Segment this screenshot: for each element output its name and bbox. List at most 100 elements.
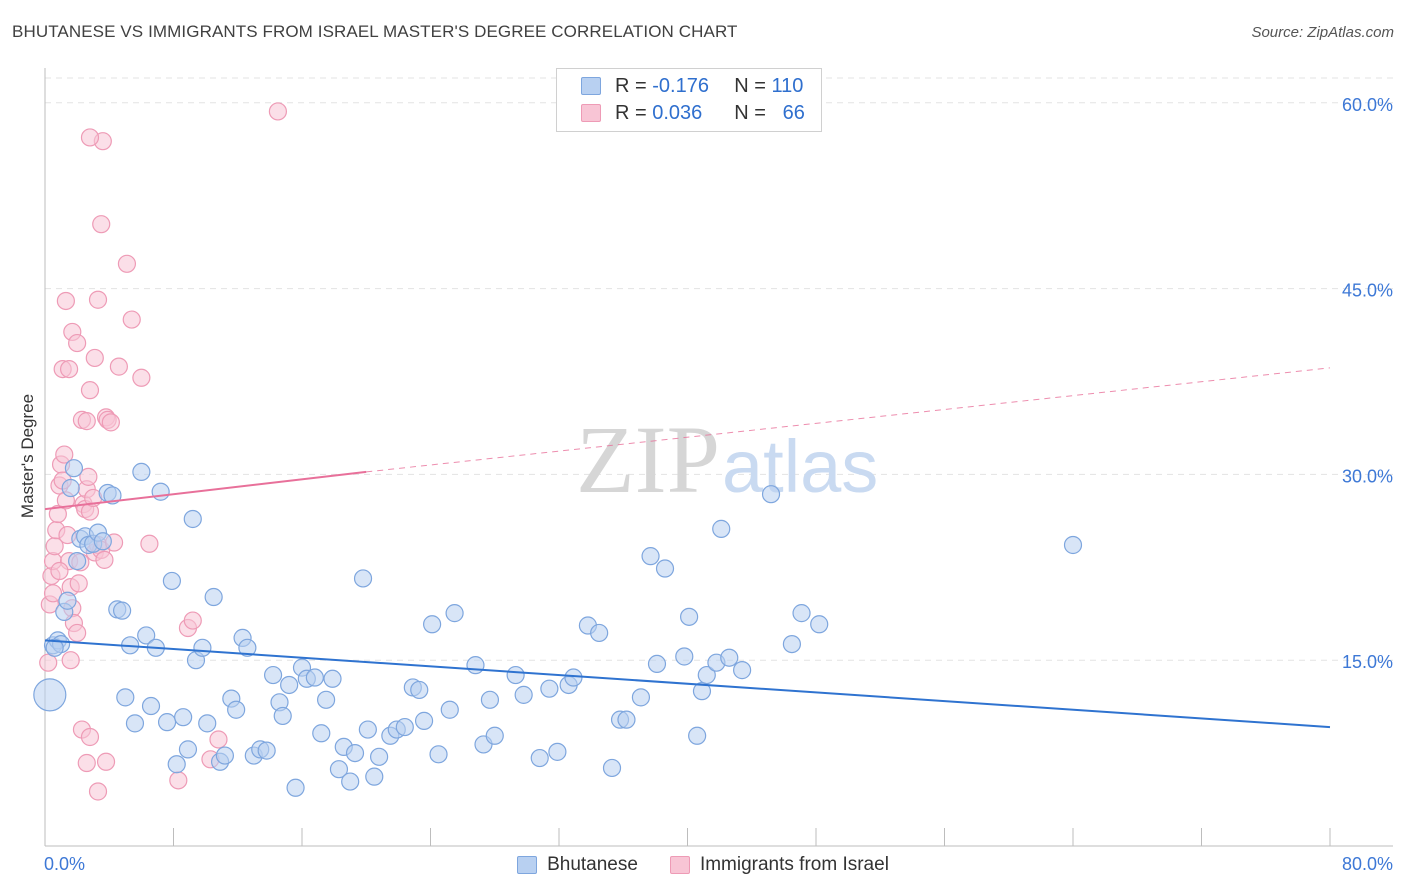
r-value: -0.176 [652,74,709,97]
israel-point [85,348,104,368]
israel-point [68,623,87,643]
bhutanese-point [720,648,739,667]
bhutanese-point [132,462,151,482]
chart-title: BHUTANESE VS IMMIGRANTS FROM ISRAEL MAST… [12,22,738,41]
bhutanese-point [312,724,331,743]
legend-label-israel: Immigrants from Israel [699,854,889,875]
bhutanese-point [280,675,299,695]
israel-point [50,561,69,581]
r-label: R = [615,74,647,97]
bhutanese-point [590,623,609,643]
y-tick-label: 15.0% [1342,652,1393,672]
bhutanese-swatch [581,77,601,95]
watermark-zip: ZIP [576,406,720,513]
bhutanese-point [141,696,161,716]
bhutanese-point [125,714,145,733]
correlation-legend: R = -0.176 N = 110 R = 0.036 N = 66 [556,68,822,132]
bhutanese-point [466,656,485,675]
israel-point [109,357,128,376]
bhutanese-point [68,551,87,571]
bhutanese-point [414,711,434,730]
legend-row-bhutanese: R = -0.176 N = 110 [581,73,803,99]
legend-label-bhutanese: Bhutanese [547,854,638,875]
israel-point [61,651,80,670]
bhutanese-point [329,760,349,779]
israel-point [101,413,120,432]
bhutanese-point [564,668,583,687]
bhutanese-point [178,740,198,759]
bhutanese-point [445,604,464,623]
israel-point [77,753,96,773]
bhutanese-point [675,647,694,666]
bhutanese-point [530,748,549,768]
legend-item-israel[interactable]: Immigrants from Israel [669,854,889,876]
bhutanese-point [227,700,246,719]
legend-item-bhutanese[interactable]: Bhutanese [517,854,638,876]
bhutanese-trend-line [44,639,1331,729]
bhutanese-point [647,654,667,674]
israel-point [140,534,159,553]
n-label: N = [734,74,766,97]
israel-point [209,730,228,749]
bhutanese-point [440,700,459,719]
bhutanese-point [286,778,305,797]
bhutanese-point [305,668,324,687]
bhutanese-point [792,604,811,623]
bhutanese-point [655,559,675,578]
axes [44,68,1393,847]
israel-point [77,412,96,431]
bhutanese-points [33,459,1083,797]
israel-point [69,574,88,593]
x-tick-label: 80.0% [1342,854,1393,874]
bhutanese-point [631,688,651,707]
bhutanese-point [316,690,336,709]
israel-swatch [581,104,601,122]
bhutanese-point [162,571,181,591]
y-tick-label: 30.0% [1342,466,1393,486]
israel-point [80,381,100,400]
bhutanese-point [782,634,802,654]
israel-point [88,290,108,309]
bhutanese-swatch [517,856,538,874]
israel-point [59,359,79,379]
r-label: R = [615,101,647,124]
bhutanese-point [506,665,525,685]
bhutanese-point [61,478,80,498]
bhutanese-point [103,486,122,505]
israel-point [169,771,188,790]
bhutanese-point [641,547,660,566]
y-tick-label: 60.0% [1342,95,1393,115]
bhutanese-point [761,485,781,504]
bhutanese-point [353,569,373,588]
bhutanese-point [358,720,377,739]
israel-point [132,368,151,387]
israel-point [55,445,74,464]
gridlines [45,77,1393,661]
bhutanese-point [365,767,384,786]
israel-point [80,128,100,147]
israel-point [79,467,98,486]
bhutanese-point [395,717,414,737]
bhutanese-point [263,665,283,685]
bhutanese-point [345,743,365,763]
bhutanese-point [540,679,559,698]
bhutanese-point [174,708,193,727]
israel-point [88,782,108,801]
chart-source: Source: ZipAtlas.com [1251,24,1394,41]
bhutanese-point [688,726,707,745]
bhutanese-point [514,685,533,704]
bhutanese-point [410,680,429,700]
israel-point [95,550,114,569]
tick-labels: 15.0% 30.0% 45.0% 60.0% 0.0% 80.0% [44,95,1393,874]
bhutanese-point [137,626,156,645]
israel-point [96,752,116,771]
israel-point [92,215,111,234]
bhutanese-point [33,678,67,712]
bhutanese-point [204,587,223,607]
x-tick-label: 0.0% [44,854,85,874]
bhutanese-point [680,607,699,626]
bhutanese-point [93,532,112,551]
bhutanese-point [697,665,716,685]
bhutanese-point [193,638,212,657]
